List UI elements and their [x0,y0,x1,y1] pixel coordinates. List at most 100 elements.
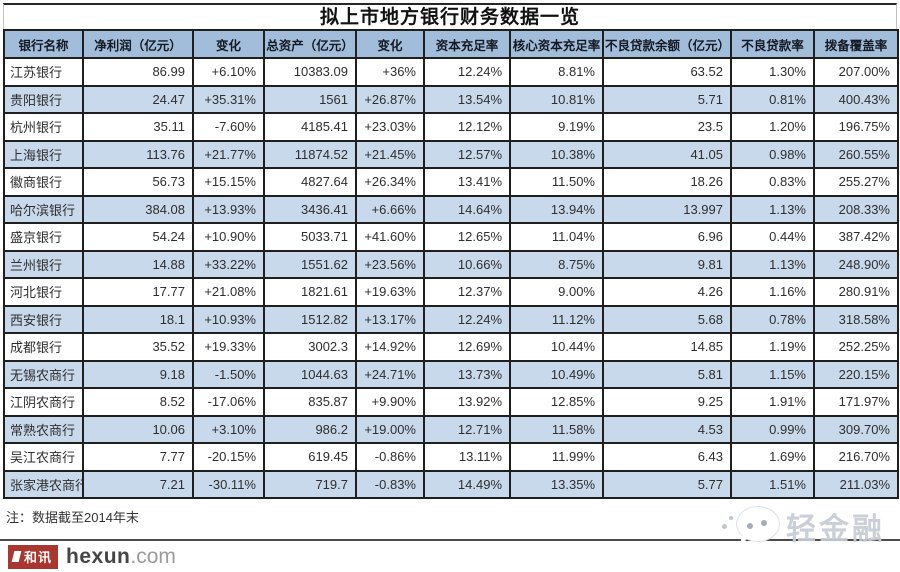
table-cell: 7.21 [82,469,194,499]
table-cell: 835.87 [263,387,357,417]
table-cell: 255.27% [813,167,899,197]
table-cell: 4827.64 [263,167,357,197]
table-cell: 387.42% [813,222,899,252]
table-cell: 719.7 [263,469,357,499]
bank-name-cell: 河北银行 [3,277,84,307]
table-cell: 14.85 [602,332,732,362]
table-cell: 9.19% [509,112,604,142]
table-cell: 12.57% [423,139,511,169]
table-cell: -17.06% [192,387,265,417]
table-cell: 400.43% [813,84,899,114]
table-cell: 11.50% [509,167,604,197]
table-cell: 1044.63 [263,359,357,389]
table-cell: 10.81% [509,84,604,114]
table-cell: 13.11% [423,442,511,472]
table-cell: 260.55% [813,139,899,169]
table-cell: 14.64% [423,194,511,224]
table-cell: 211.03% [813,469,899,499]
column-header-car: 资本充足率 [423,29,511,59]
table-cell: 13.54% [423,84,511,114]
table-cell: 12.12% [423,112,511,142]
table-cell: 1.13% [730,249,815,279]
table-cell: 10.66% [423,249,511,279]
hexun-badge-label: 和讯 [24,550,53,565]
table-cell: 11874.52 [263,139,357,169]
table-cell: -0.86% [355,442,425,472]
table-cell: 216.70% [813,442,899,472]
table-cell: 11.99% [509,442,604,472]
table-cell: +33.22% [192,249,265,279]
table-cell: +23.56% [355,249,425,279]
column-header-coverage: 拨备覆盖率 [813,29,899,59]
table-cell: +24.71% [355,359,425,389]
table-cell: 1551.62 [263,249,357,279]
table-cell: +13.93% [192,194,265,224]
table-cell: 1.13% [730,194,815,224]
table-cell: 10.38% [509,139,604,169]
bank-name-cell: 江阴农商行 [3,387,84,417]
table-cell: 12.65% [423,222,511,252]
table-cell: 8.75% [509,249,604,279]
bank-name-cell: 兰州银行 [3,249,84,279]
table-cell: 9.81 [602,249,732,279]
table-cell: 12.85% [509,387,604,417]
header-row: 银行名称 净利润（亿元） 变化 总资产（亿元） 变化 资本充足率 核心资本充足率… [3,29,899,59]
table-cell: 1.20% [730,112,815,142]
table-cell: 24.47 [82,84,194,114]
table-row: 贵阳银行 24.47 +35.31% 1561 +26.87% 13.54% 1… [3,84,899,114]
table-cell: 3436.41 [263,194,357,224]
table-cell: 8.81% [509,57,604,87]
table-cell: 11.58% [509,414,604,444]
bank-financials-table: 银行名称 净利润（亿元） 变化 总资产（亿元） 变化 资本充足率 核心资本充足率… [3,29,899,499]
table-cell: +21.08% [192,277,265,307]
column-header-profit-change: 变化 [192,29,265,59]
table-cell: 63.52 [602,57,732,87]
table-cell: +21.45% [355,139,425,169]
table-cell: 12.71% [423,414,511,444]
table-cell: +36% [355,57,425,87]
table-cell: 0.81% [730,84,815,114]
table-cell: 1.15% [730,359,815,389]
table-cell: 10.49% [509,359,604,389]
table-cell: -20.15% [192,442,265,472]
table-row: 杭州银行 35.11 -7.60% 4185.41 +23.03% 12.12%… [3,112,899,142]
table-cell: 12.69% [423,332,511,362]
table-cell: 9.00% [509,277,604,307]
table-cell: 13.35% [509,469,604,499]
footer-divider [0,539,900,541]
column-header-bank: 银行名称 [3,29,84,59]
table-cell: 220.15% [813,359,899,389]
table-cell: 13.997 [602,194,732,224]
table-cell: +21.77% [192,139,265,169]
table-cell: 0.99% [730,414,815,444]
table-cell: +26.87% [355,84,425,114]
column-header-total-assets: 总资产（亿元） [263,29,357,59]
table-row: 吴江农商行 7.77 -20.15% 619.45 -0.86% 13.11% … [3,442,899,472]
table-cell: 13.94% [509,194,604,224]
table-cell: -7.60% [192,112,265,142]
table-row: 常熟农商行 10.06 +3.10% 986.2 +19.00% 12.71% … [3,414,899,444]
table-cell: 5.77 [602,469,732,499]
table-cell: +19.63% [355,277,425,307]
table-cell: 3002.3 [263,332,357,362]
table-cell: 41.05 [602,139,732,169]
bank-name-cell: 西安银行 [3,304,84,334]
table-cell: 12.37% [423,277,511,307]
table-cell: 5.81 [602,359,732,389]
table-cell: +35.31% [192,84,265,114]
table-cell: 13.92% [423,387,511,417]
table-cell: 280.91% [813,277,899,307]
table-cell: 54.24 [82,222,194,252]
table-row: 上海银行 113.76 +21.77% 11874.52 +21.45% 12.… [3,139,899,169]
table-cell: 18.26 [602,167,732,197]
table-title: 拟上市地方银行财务数据一览 [3,3,897,29]
table-row: 无锡农商行 9.18 -1.50% 1044.63 +24.71% 13.73%… [3,359,899,389]
column-header-assets-change: 变化 [355,29,425,59]
table-cell: 1.16% [730,277,815,307]
column-header-net-profit: 净利润（亿元） [82,29,194,59]
table-cell: +6.66% [355,194,425,224]
column-header-npl-ratio: 不良贷款率 [730,29,815,59]
bank-name-cell: 上海银行 [3,139,84,169]
table-cell: 1821.61 [263,277,357,307]
